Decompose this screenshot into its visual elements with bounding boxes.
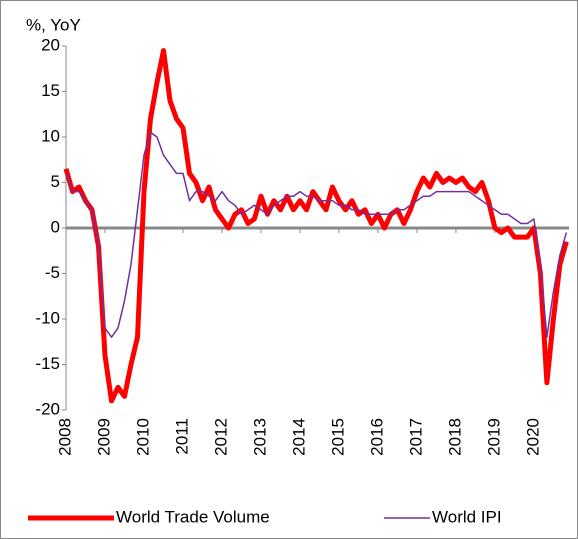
y-tick-label: -20 [35,399,60,418]
y-axis-label: %, YoY [26,15,81,34]
x-tick-label: 2020 [523,418,542,456]
y-tick-label: 0 [51,217,60,236]
y-tick-label: -5 [45,263,60,282]
x-tick-label: 2008 [55,418,74,456]
x-tick-label: 2015 [328,418,347,456]
y-tick-label: 15 [41,81,60,100]
x-tick-label: 2009 [94,418,113,456]
y-tick-label: -10 [35,308,60,327]
y-tick-label: -15 [35,354,60,373]
legend-label: World IPI [432,507,502,526]
data-line [63,48,569,404]
data-line [65,131,568,338]
x-tick-label: 2010 [133,418,152,456]
x-tick-label: 2011 [172,418,191,455]
x-tick-label: 2019 [484,418,503,456]
y-tick-label: 5 [51,172,60,191]
x-tick-label: 2016 [367,418,386,456]
x-tick-label: 2012 [211,418,230,456]
y-tick-label: 20 [41,35,60,54]
y-tick-label: 10 [41,126,60,145]
x-tick-label: 2018 [445,418,464,456]
x-tick-label: 2014 [289,418,308,456]
x-tick-label: 2017 [406,418,425,456]
legend-label: World Trade Volume [116,507,270,526]
x-tick-label: 2013 [250,418,269,456]
